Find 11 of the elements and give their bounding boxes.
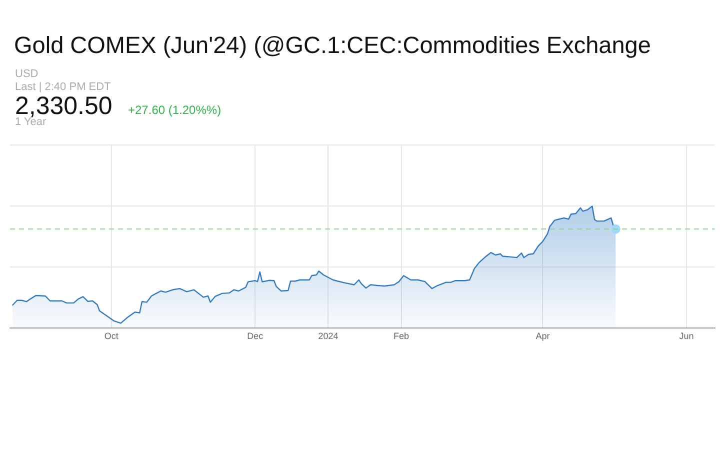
chart-title: Gold COMEX (Jun'24) (@GC.1:CEC:Commodities Exchange [14,32,651,59]
text: USD [15,68,38,80]
x-tick-label: Oct [104,331,119,342]
x-tick-label: 2024 [318,331,338,342]
x-tick-label: Feb [394,331,410,342]
x-tick-label: Jun [679,331,694,342]
text: Last | 2:40 PM EDT [15,81,111,93]
x-tick-label: Apr [536,331,550,342]
x-tick-label: Dec [247,331,264,342]
text: 1 Year [15,116,46,128]
text: +27.60 (1.20%%) [128,103,222,117]
